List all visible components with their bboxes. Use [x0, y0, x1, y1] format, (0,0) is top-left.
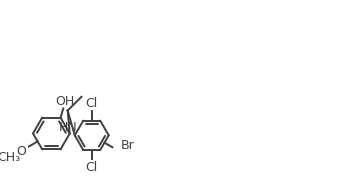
Text: HN: HN: [59, 121, 78, 134]
Text: Cl: Cl: [86, 161, 98, 174]
Text: OH: OH: [55, 94, 75, 108]
Text: Cl: Cl: [86, 97, 98, 110]
Text: Br: Br: [121, 139, 135, 152]
Text: O: O: [16, 145, 26, 158]
Text: CH₃: CH₃: [0, 151, 21, 164]
